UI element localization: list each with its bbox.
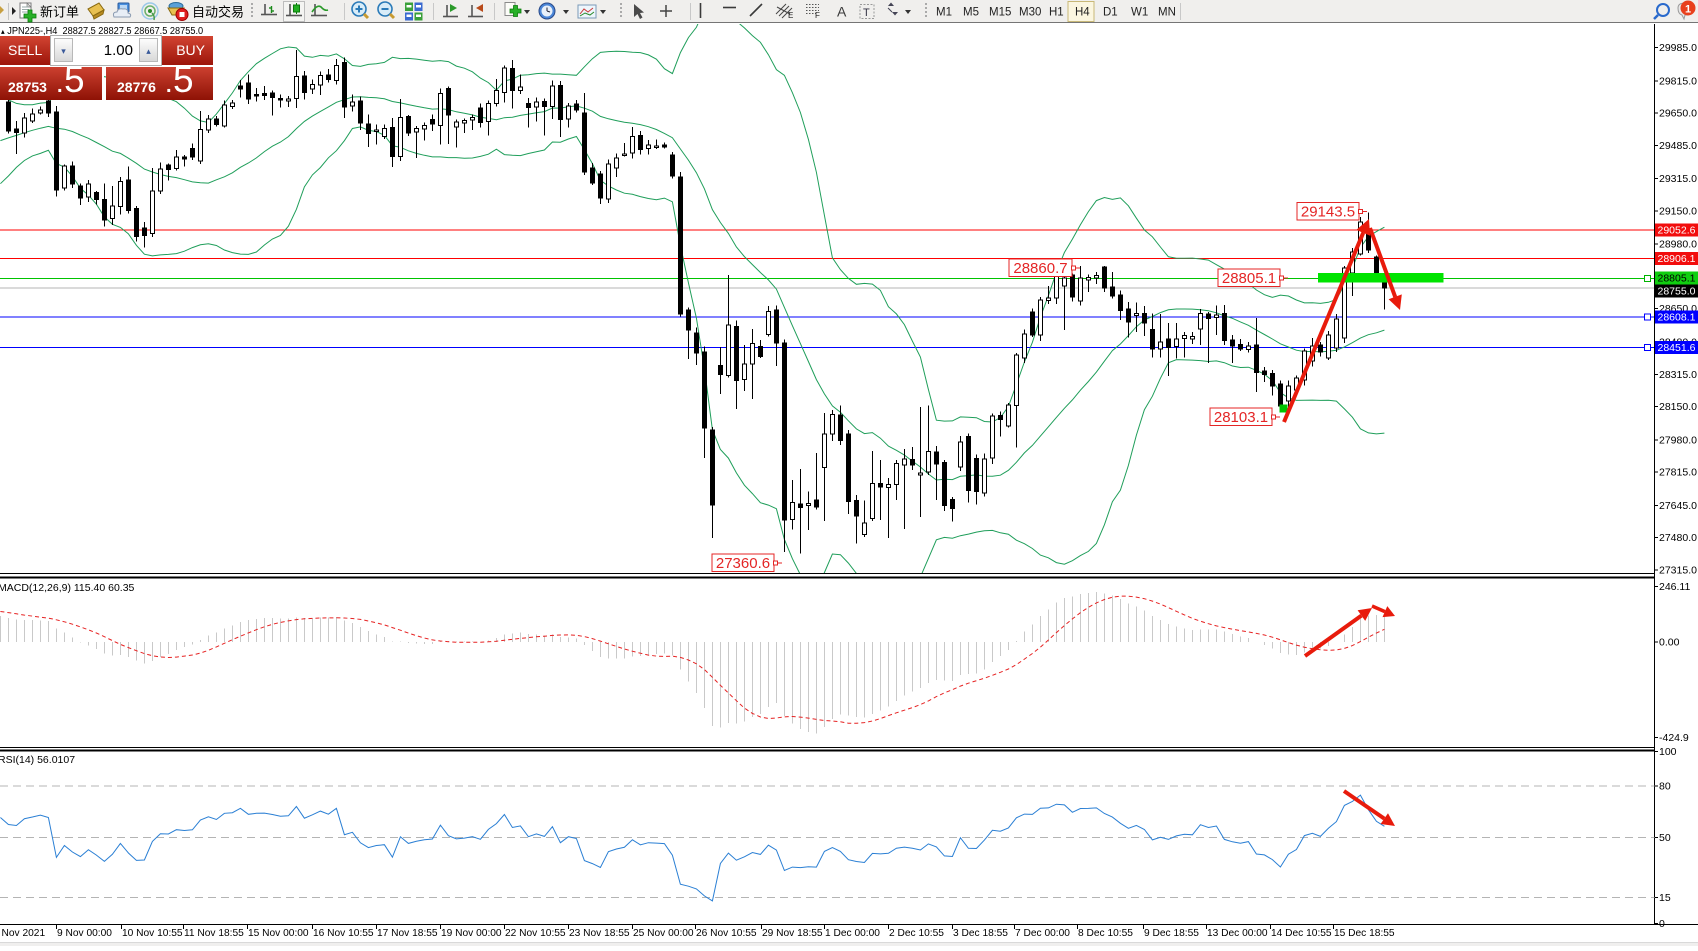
svg-text:F: F: [815, 11, 820, 20]
svg-text:27315.0: 27315.0: [1659, 564, 1697, 576]
svg-text:15: 15: [1659, 892, 1671, 904]
svg-text:29985.0: 29985.0: [1659, 42, 1697, 54]
svg-text:A: A: [837, 4, 847, 20]
svg-text:26 Nov 10:55: 26 Nov 10:55: [696, 928, 757, 939]
svg-text:M1: M1: [936, 7, 952, 19]
svg-text:22 Nov 10:55: 22 Nov 10:55: [505, 928, 566, 939]
svg-text:E: E: [788, 11, 793, 20]
svg-text:8 Nov 2021: 8 Nov 2021: [0, 928, 45, 939]
svg-text:自动交易: 自动交易: [192, 5, 244, 20]
svg-text:28860.7: 28860.7: [1013, 260, 1067, 277]
svg-text:28608.1: 28608.1: [1658, 311, 1696, 323]
svg-text:29315.0: 29315.0: [1659, 173, 1697, 185]
svg-text:100: 100: [1659, 746, 1677, 758]
svg-text:25 Nov 00:00: 25 Nov 00:00: [633, 928, 694, 939]
svg-text:D1: D1: [1103, 7, 1118, 19]
svg-text:M5: M5: [963, 7, 979, 19]
svg-text:28150.0: 28150.0: [1659, 401, 1697, 413]
svg-text:28103.1: 28103.1: [1214, 409, 1268, 426]
svg-text:MN: MN: [1158, 7, 1176, 19]
svg-text:3 Dec 18:55: 3 Dec 18:55: [953, 928, 1008, 939]
svg-text:14 Dec 10:55: 14 Dec 10:55: [1271, 928, 1332, 939]
svg-text:11 Nov 18:55: 11 Nov 18:55: [184, 928, 244, 939]
svg-text:10 Nov 10:55: 10 Nov 10:55: [122, 928, 183, 939]
svg-text:28906.1: 28906.1: [1658, 253, 1696, 265]
svg-text:新订单: 新订单: [40, 5, 79, 20]
svg-text:28451.6: 28451.6: [1658, 342, 1696, 354]
svg-text:27815.0: 27815.0: [1659, 467, 1697, 479]
svg-text:27360.6: 27360.6: [716, 555, 770, 572]
svg-text:0.00: 0.00: [1659, 637, 1680, 649]
svg-text:H4: H4: [1075, 7, 1090, 19]
svg-text:28805.1: 28805.1: [1658, 272, 1696, 284]
svg-text:0: 0: [1659, 918, 1665, 930]
svg-text:29485.0: 29485.0: [1659, 140, 1697, 152]
svg-text:29150.0: 29150.0: [1659, 206, 1697, 218]
svg-text:7 Dec 00:00: 7 Dec 00:00: [1015, 928, 1070, 939]
svg-text:17 Nov 18:55: 17 Nov 18:55: [377, 928, 438, 939]
svg-text:29 Nov 18:55: 29 Nov 18:55: [762, 928, 823, 939]
svg-text:19 Nov 00:00: 19 Nov 00:00: [441, 928, 502, 939]
svg-text:28755.0: 28755.0: [1658, 285, 1696, 297]
svg-text:-424.9: -424.9: [1659, 732, 1689, 744]
svg-text:W1: W1: [1131, 7, 1148, 19]
svg-text:1 Dec 00:00: 1 Dec 00:00: [825, 928, 880, 939]
svg-text:27980.0: 27980.0: [1659, 434, 1697, 446]
svg-text:M15: M15: [989, 7, 1011, 19]
svg-text:8 Dec 10:55: 8 Dec 10:55: [1078, 928, 1133, 939]
svg-text:M30: M30: [1019, 7, 1041, 19]
svg-text:29052.6: 29052.6: [1658, 225, 1696, 237]
svg-text:T: T: [863, 7, 870, 19]
svg-text:9 Dec 18:55: 9 Dec 18:55: [1144, 928, 1199, 939]
svg-text:29815.0: 29815.0: [1659, 75, 1697, 87]
svg-text:29143.5: 29143.5: [1301, 204, 1355, 221]
svg-text:27480.0: 27480.0: [1659, 532, 1697, 544]
svg-text:27645.0: 27645.0: [1659, 500, 1697, 512]
svg-text:28315.0: 28315.0: [1659, 369, 1697, 381]
svg-text:28980.0: 28980.0: [1659, 239, 1697, 251]
svg-text:13 Dec 00:00: 13 Dec 00:00: [1207, 928, 1268, 939]
svg-text:2 Dec 10:55: 2 Dec 10:55: [889, 928, 944, 939]
svg-text:29650.0: 29650.0: [1659, 108, 1697, 120]
svg-text:246.11: 246.11: [1659, 581, 1690, 593]
svg-text:1: 1: [1685, 4, 1691, 16]
svg-text:28805.1: 28805.1: [1222, 270, 1276, 287]
svg-text:23 Nov 18:55: 23 Nov 18:55: [569, 928, 630, 939]
svg-text:15 Dec 18:55: 15 Dec 18:55: [1334, 928, 1395, 939]
svg-text:16 Nov 10:55: 16 Nov 10:55: [313, 928, 374, 939]
svg-text:H1: H1: [1049, 7, 1064, 19]
svg-text:80: 80: [1659, 781, 1671, 793]
svg-text:9 Nov 00:00: 9 Nov 00:00: [57, 928, 112, 939]
svg-text:50: 50: [1659, 832, 1671, 844]
svg-text:15 Nov 00:00: 15 Nov 00:00: [248, 928, 309, 939]
